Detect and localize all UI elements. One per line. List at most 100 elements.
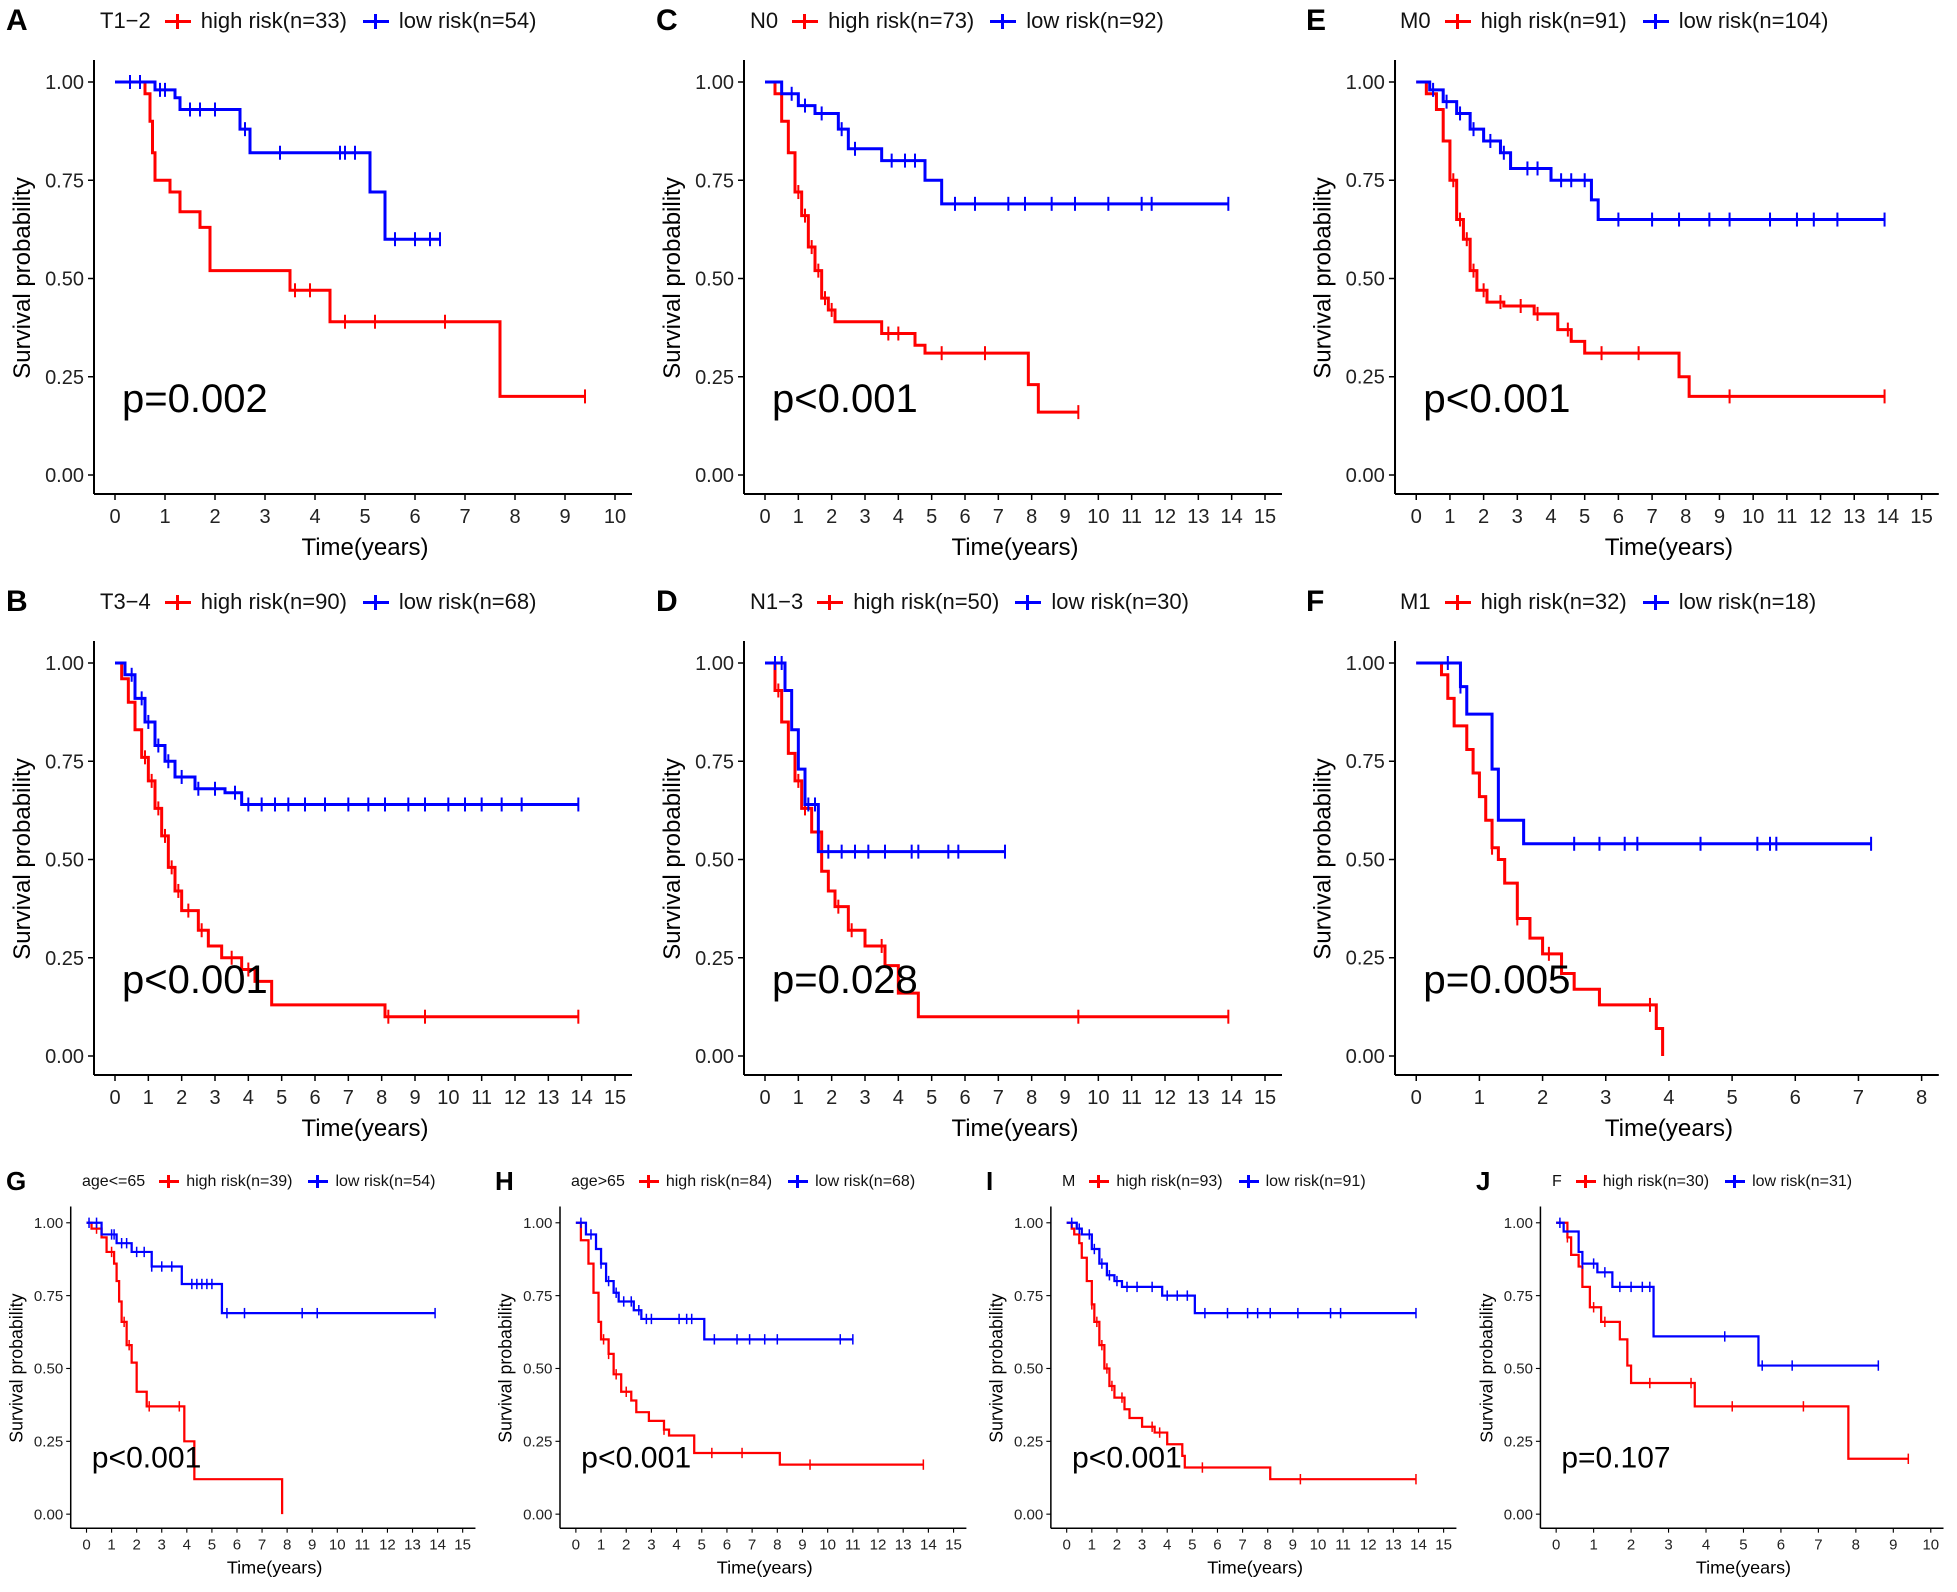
x-tick-label: 11 [1121, 506, 1142, 528]
y-tick-label: 0.50 [1014, 1361, 1043, 1378]
panel-letter: G [6, 1166, 27, 1196]
x-tick-label: 14 [1877, 506, 1899, 528]
y-tick-label: 0.00 [1504, 1507, 1533, 1523]
high-risk-curve [765, 661, 1229, 1019]
x-tick-label: 6 [309, 1087, 320, 1109]
y-axis-label: Survival probability [6, 1293, 26, 1442]
legend-low-label: low risk(n=68) [398, 589, 537, 614]
legend-low-marker [1642, 13, 1669, 29]
km-panel-e: E M0 high risk(n=91) low risk(n=104) 0.00 0.2… [1300, 0, 1957, 580]
x-tick-label: 7 [343, 1087, 354, 1109]
y-tick-label: 1.00 [1346, 653, 1385, 675]
x-tick-label: 3 [1664, 1538, 1672, 1554]
x-tick-label: 9 [1059, 1087, 1070, 1109]
x-axis-label: Time(years) [1696, 1558, 1791, 1578]
km-plot: 0.000.250.500.751.000 1 2 3 4 5 6 7 8 9 10 11 12 13 14… [6, 1206, 476, 1578]
legend: B T3−4 high risk(n=90) low risk(n=68) [0, 585, 552, 619]
p-value: p<0.001 [92, 1442, 202, 1475]
x-tick-label: 3 [259, 506, 270, 528]
y-tick-label: 0.00 [1346, 465, 1385, 487]
x-tick-label: 7 [993, 506, 1004, 528]
x-tick-label: 7 [1814, 1538, 1822, 1554]
x-tick-label: 12 [1809, 506, 1831, 528]
y-tick-label: 0.00 [1014, 1506, 1043, 1523]
x-tick-label: 6 [233, 1537, 241, 1554]
x-tick-label: 6 [959, 506, 970, 528]
x-tick-label: 12 [1154, 506, 1176, 528]
x-tick-label: 1 [597, 1537, 605, 1554]
km-plot: 0.000.250.500.751.000 1 2 3 4 5 6 7 8 9 10 11 12 13 14… [659, 641, 1282, 1142]
panel-letter: E [1306, 4, 1327, 37]
x-axis-label: Time(years) [717, 1558, 813, 1578]
legend-strata: T1−2 [100, 8, 151, 33]
x-tick-label: 12 [504, 1087, 526, 1109]
x-tick-label: 2 [622, 1537, 630, 1554]
y-axis-label: Survival probability [659, 177, 686, 378]
y-axis-label: Survival probability [496, 1293, 516, 1442]
x-tick-label: 0 [572, 1537, 580, 1554]
y-tick-label: 0.50 [523, 1361, 552, 1378]
low-risk-curve [115, 661, 579, 806]
x-tick-label: 10 [819, 1537, 836, 1554]
x-axis-label: Time(years) [227, 1558, 323, 1578]
x-tick-label: 3 [1600, 1087, 1611, 1109]
legend-high-label: high risk(n=39) [186, 1172, 293, 1190]
y-tick-label: 0.00 [34, 1506, 63, 1523]
high-risk-curve [1416, 80, 1885, 398]
y-tick-label: 0.25 [1504, 1435, 1533, 1451]
x-tick-label: 15 [945, 1537, 962, 1554]
km-panel-b: B T3−4 high risk(n=90) low risk(n=68) 0.00 0.… [0, 581, 650, 1161]
x-tick-label: 2 [1627, 1538, 1635, 1554]
x-tick-label: 5 [208, 1537, 216, 1554]
y-tick-label: 0.00 [45, 1046, 84, 1068]
x-tick-label: 13 [1187, 506, 1209, 528]
legend-strata: M [1062, 1172, 1076, 1190]
y-tick-label: 1.00 [1014, 1215, 1043, 1232]
legend: D N1−3 high risk(n=50) low risk(n=30) [650, 585, 1205, 619]
x-tick-label: 0 [82, 1537, 90, 1554]
x-tick-label: 8 [376, 1087, 387, 1109]
x-tick-label: 2 [826, 1087, 837, 1109]
y-axis-label: Survival probability [9, 758, 36, 959]
legend-low-label: low risk(n=18) [1678, 589, 1817, 614]
x-tick-label: 1 [1589, 1538, 1597, 1554]
x-tick-label: 0 [1411, 1087, 1422, 1109]
x-tick-label: 10 [437, 1087, 459, 1109]
x-tick-label: 7 [258, 1537, 266, 1554]
x-tick-label: 0 [759, 1087, 770, 1109]
panel-letter: B [6, 585, 28, 618]
x-tick-label: 4 [672, 1537, 680, 1554]
x-tick-label: 6 [1790, 1087, 1801, 1109]
panel-letter: F [1306, 585, 1325, 618]
low-risk-curve [575, 1221, 853, 1341]
legend: C N0 high risk(n=73) low risk(n=92) [650, 4, 1180, 38]
x-tick-label: 5 [926, 1087, 937, 1109]
x-tick-label: 11 [1121, 1087, 1142, 1109]
panel-letter: J [1476, 1166, 1491, 1196]
x-tick-label: 0 [759, 506, 770, 528]
x-tick-label: 15 [1910, 506, 1932, 528]
high-risk-curve [115, 661, 579, 1019]
high-risk-curve [765, 80, 1079, 414]
legend-high-label: high risk(n=50) [853, 589, 1000, 614]
panel-letter: A [6, 4, 28, 37]
y-axis-label: Survival probability [1476, 1293, 1496, 1442]
x-tick-label: 8 [509, 506, 520, 528]
y-tick-label: 0.00 [45, 465, 84, 487]
x-tick-label: 4 [309, 506, 320, 528]
x-tick-label: 11 [471, 1087, 492, 1109]
x-axis-label: Time(years) [951, 1115, 1078, 1142]
y-tick-label: 1.00 [1504, 1216, 1533, 1232]
km-plot: 0.000.250.500.751.000 1 2 3 4 5 6 7 8 9 10 11 12 13 14… [986, 1206, 1457, 1577]
x-axis-label: Time(years) [1605, 1115, 1733, 1142]
x-tick-label: 8 [1264, 1537, 1272, 1554]
x-tick-label: 0 [1411, 506, 1422, 528]
y-tick-label: 0.00 [523, 1506, 552, 1523]
legend-low-marker [990, 13, 1017, 29]
y-tick-label: 0.25 [45, 367, 84, 389]
x-tick-label: 13 [1187, 1087, 1209, 1109]
legend: E M0 high risk(n=91) low risk(n=104) [1300, 4, 1844, 38]
legend-high-label: high risk(n=84) [665, 1172, 773, 1190]
